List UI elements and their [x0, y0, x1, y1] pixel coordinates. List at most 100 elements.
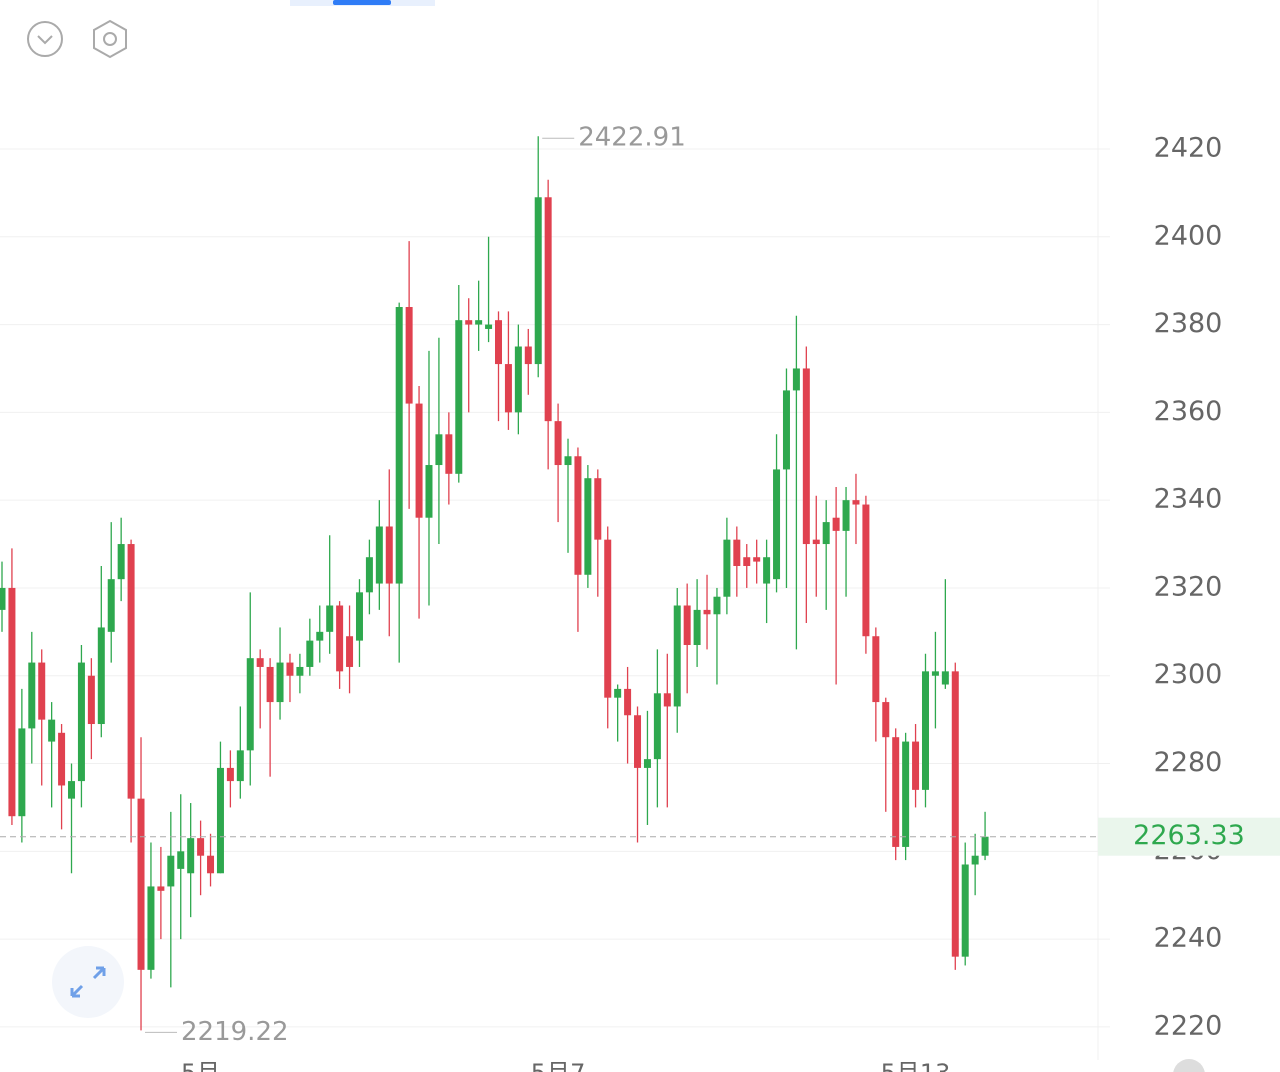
y-tick-label: 2300	[1154, 659, 1223, 690]
candle-body	[177, 851, 185, 869]
current-price-box	[1098, 817, 1280, 856]
candle-body	[951, 671, 959, 957]
candle-body	[355, 592, 363, 641]
candle-body	[961, 864, 969, 957]
candle-body	[584, 478, 592, 575]
candle-body	[266, 666, 274, 703]
candle-body	[554, 421, 562, 466]
candle-body	[753, 557, 761, 562]
candle-body	[604, 539, 612, 698]
candle-body	[316, 631, 324, 641]
candle-body	[18, 728, 26, 817]
candle-body	[971, 855, 979, 865]
candle-body	[286, 662, 294, 676]
y-tick-label: 2280	[1154, 747, 1223, 778]
candle-body	[365, 557, 373, 593]
y-tick-label: 2220	[1154, 1010, 1223, 1041]
candle-body	[167, 855, 175, 887]
candle-body	[246, 658, 254, 751]
candle-body	[743, 557, 751, 566]
y-tick-label: 2400	[1154, 220, 1223, 251]
candle-body	[852, 500, 860, 505]
candle-body	[643, 759, 651, 768]
candle-body	[405, 307, 413, 404]
x-tick-label: 5月7	[531, 1059, 586, 1072]
candle-body	[514, 346, 522, 413]
candle-body	[385, 526, 393, 584]
settings-button[interactable]	[93, 19, 127, 59]
candle-body	[346, 636, 354, 667]
candle-body	[683, 605, 691, 646]
y-tick-label: 2420	[1154, 132, 1223, 163]
candle-body	[425, 465, 433, 518]
candle-body	[465, 320, 473, 325]
candle-body	[296, 666, 304, 676]
candle-body	[802, 368, 810, 545]
max-label: 2422.91	[578, 123, 686, 153]
candle-body	[912, 741, 920, 790]
candle-body	[902, 741, 910, 847]
candle-body	[931, 671, 939, 676]
candle-body	[624, 688, 632, 716]
candle-body	[574, 456, 582, 575]
candle-body	[921, 671, 929, 790]
candle-body	[336, 605, 344, 672]
candle-body	[524, 346, 532, 365]
candle-body	[872, 636, 880, 703]
y-tick-label: 2360	[1154, 396, 1223, 427]
candle-body	[38, 662, 46, 720]
candle-body	[812, 539, 820, 545]
candle-body	[187, 838, 195, 874]
candle-body	[326, 605, 334, 632]
candle-body	[564, 456, 572, 466]
candle-body	[256, 658, 264, 667]
candle-body	[306, 640, 314, 667]
x-tick-label: 5月	[181, 1059, 220, 1072]
y-tick-label: 2240	[1154, 923, 1223, 954]
active-tab[interactable]	[333, 0, 391, 5]
candle-body	[981, 836, 989, 856]
candle-body	[147, 886, 155, 970]
y-tick-label: 2380	[1154, 308, 1223, 339]
candle-body	[97, 627, 105, 725]
candle-body	[0, 587, 6, 610]
candle-body	[137, 798, 145, 970]
candle-body	[127, 544, 135, 799]
scroll-indicator[interactable]	[1173, 1059, 1205, 1072]
candle-body	[733, 539, 741, 566]
candle-body	[117, 544, 125, 580]
candle-body	[495, 320, 502, 365]
candle-body	[216, 767, 224, 874]
candle-body	[207, 855, 215, 874]
candle-body	[236, 750, 244, 782]
candle-body	[634, 715, 642, 768]
candle-body	[792, 368, 800, 391]
candle-body	[653, 693, 661, 760]
candle-body	[763, 557, 771, 584]
candle-body	[68, 781, 76, 799]
candle-body	[445, 434, 453, 474]
candle-body	[673, 605, 681, 707]
candle-body	[614, 688, 622, 698]
collapse-button[interactable]	[27, 21, 63, 57]
candle-body	[48, 719, 56, 742]
x-tick-label: 5月13	[881, 1059, 951, 1072]
candle-body	[941, 671, 949, 685]
y-tick-label: 2320	[1154, 571, 1223, 602]
candle-body	[882, 702, 890, 738]
candle-body	[58, 732, 66, 786]
candle-body	[842, 500, 850, 531]
candle-body	[395, 307, 403, 584]
candle-body	[415, 403, 423, 518]
candle-body	[713, 596, 721, 615]
current-price-label: 2263.33	[1133, 820, 1245, 851]
candle-body	[723, 539, 731, 597]
candle-body	[435, 434, 443, 466]
candle-body	[594, 478, 602, 540]
expand-button[interactable]	[52, 946, 124, 1018]
candle-body	[663, 693, 671, 707]
candle-body	[822, 522, 830, 545]
candle-body	[773, 469, 781, 580]
candle-body	[534, 197, 542, 365]
